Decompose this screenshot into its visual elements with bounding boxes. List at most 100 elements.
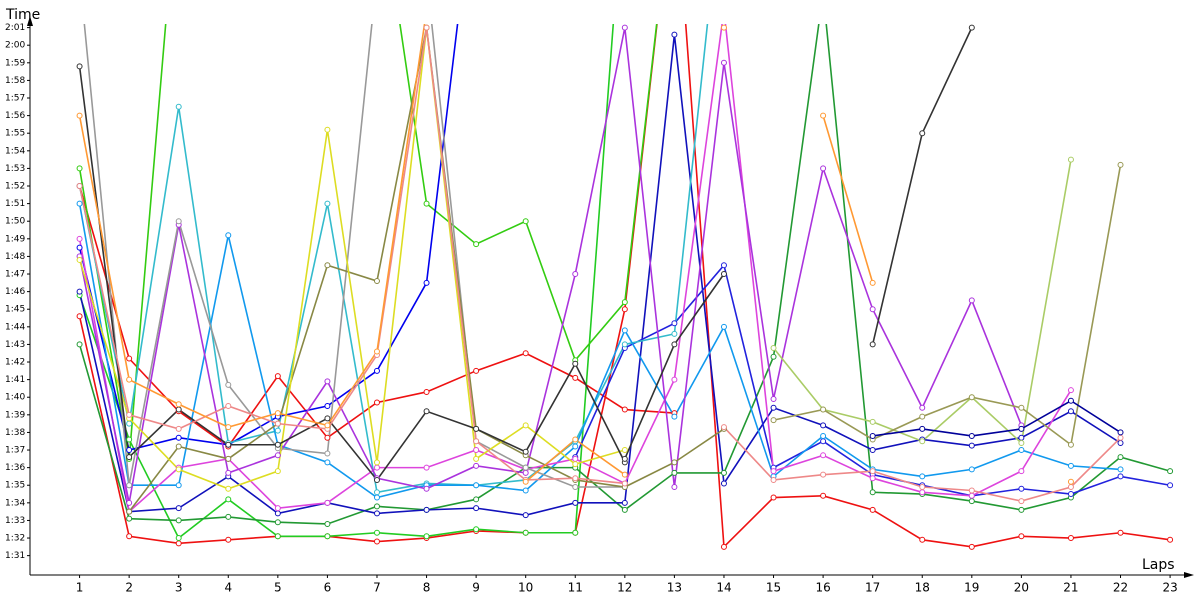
y-axis-title: Time bbox=[5, 7, 40, 23]
x-tick-label: 16 bbox=[815, 581, 830, 595]
x-tick-label: 3 bbox=[175, 581, 183, 595]
point bbox=[324, 126, 331, 133]
point bbox=[373, 367, 380, 374]
x-axis-arrow bbox=[1184, 572, 1194, 578]
y-axis-arrow bbox=[27, 16, 33, 26]
point bbox=[126, 376, 133, 383]
point bbox=[621, 299, 628, 306]
point bbox=[720, 543, 727, 550]
point bbox=[225, 496, 232, 503]
point bbox=[1018, 468, 1025, 475]
point bbox=[423, 24, 430, 31]
point bbox=[1018, 404, 1025, 411]
point bbox=[820, 432, 827, 439]
y-tick-label: 1:48 bbox=[5, 252, 25, 262]
y-tick-label: 1:42 bbox=[5, 358, 25, 368]
y-tick-label: 2:00 bbox=[5, 41, 25, 51]
point bbox=[423, 506, 430, 513]
point bbox=[621, 506, 628, 513]
point bbox=[968, 297, 975, 304]
point bbox=[274, 468, 281, 475]
point bbox=[869, 506, 876, 513]
x-tick-label: 13 bbox=[667, 581, 682, 595]
point bbox=[423, 279, 430, 286]
y-tick-label: 1:57 bbox=[5, 94, 25, 104]
point bbox=[919, 438, 926, 445]
point bbox=[572, 529, 579, 536]
point bbox=[76, 244, 83, 251]
point bbox=[1067, 483, 1074, 490]
point bbox=[621, 471, 628, 478]
point bbox=[225, 469, 232, 476]
point bbox=[1117, 429, 1124, 436]
point bbox=[76, 235, 83, 242]
point bbox=[671, 31, 678, 38]
point bbox=[1117, 434, 1124, 441]
point bbox=[373, 464, 380, 471]
point bbox=[373, 529, 380, 536]
point bbox=[473, 241, 480, 248]
point bbox=[621, 306, 628, 313]
point bbox=[126, 515, 133, 522]
point bbox=[522, 218, 529, 225]
y-tick-label: 1:56 bbox=[5, 111, 25, 121]
point bbox=[770, 404, 777, 411]
point bbox=[324, 520, 331, 527]
point bbox=[1067, 491, 1074, 498]
point bbox=[522, 448, 529, 455]
point bbox=[76, 256, 83, 263]
point bbox=[373, 503, 380, 510]
x-tick-label: 4 bbox=[224, 581, 232, 595]
point bbox=[473, 425, 480, 432]
point bbox=[968, 432, 975, 439]
y-tick-label: 1:44 bbox=[5, 322, 25, 332]
y-tick-label: 1:50 bbox=[5, 217, 25, 227]
point bbox=[522, 469, 529, 476]
point bbox=[1117, 473, 1124, 480]
y-tick-label: 1:53 bbox=[5, 164, 25, 174]
point bbox=[225, 485, 232, 492]
point bbox=[572, 461, 579, 468]
point bbox=[324, 434, 331, 441]
x-tick-label: 18 bbox=[915, 581, 930, 595]
y-tick-label: 1:47 bbox=[5, 270, 25, 280]
point bbox=[1067, 462, 1074, 469]
point bbox=[225, 455, 232, 462]
point bbox=[76, 288, 83, 295]
point bbox=[76, 200, 83, 207]
x-tick-label: 23 bbox=[1162, 581, 1177, 595]
point bbox=[1018, 533, 1025, 540]
point bbox=[1018, 425, 1025, 432]
point bbox=[1067, 387, 1074, 394]
point bbox=[770, 494, 777, 501]
point bbox=[621, 341, 628, 348]
point bbox=[621, 455, 628, 462]
x-tick-label: 7 bbox=[373, 581, 381, 595]
plot-area bbox=[76, 8, 1174, 550]
point bbox=[126, 508, 133, 515]
point bbox=[473, 482, 480, 489]
point bbox=[373, 476, 380, 483]
point bbox=[671, 376, 678, 383]
point bbox=[274, 427, 281, 434]
x-tick-label: 17 bbox=[865, 581, 880, 595]
point bbox=[820, 492, 827, 499]
point bbox=[919, 425, 926, 432]
point bbox=[572, 443, 579, 450]
y-tick-label: 1:46 bbox=[5, 287, 25, 297]
point bbox=[1117, 161, 1124, 168]
point bbox=[721, 8, 726, 13]
x-tick-label: 21 bbox=[1063, 581, 1078, 595]
x-tick-label: 1 bbox=[76, 581, 84, 595]
point bbox=[373, 494, 380, 501]
point bbox=[671, 469, 678, 476]
point bbox=[621, 24, 628, 31]
point bbox=[175, 103, 182, 110]
point bbox=[770, 476, 777, 483]
x-tick-label: 9 bbox=[472, 581, 480, 595]
point bbox=[820, 165, 827, 172]
point bbox=[473, 526, 480, 533]
point bbox=[274, 505, 281, 512]
point bbox=[720, 469, 727, 476]
